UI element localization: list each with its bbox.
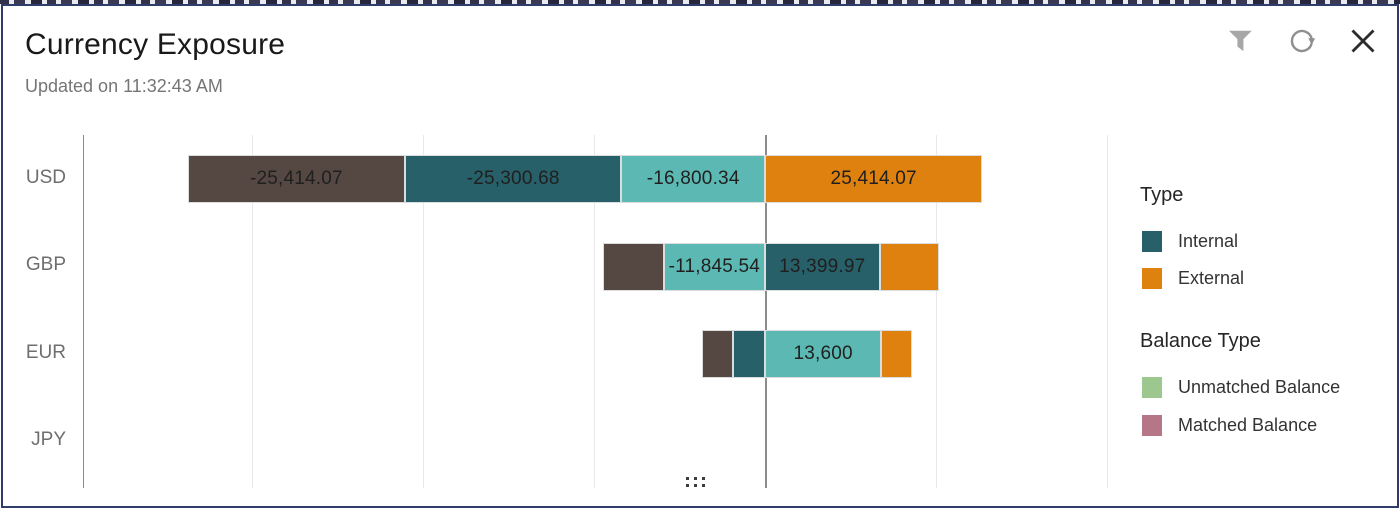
bar-segment-gbp-brown[interactable] <box>603 242 664 291</box>
close-icon <box>1349 29 1377 58</box>
bar-value-label: -11,845.54 <box>668 255 761 277</box>
legend-item-label: Internal <box>1178 231 1239 251</box>
bar-value-label: -25,414.07 <box>249 168 343 189</box>
unmatched-balance-swatch <box>1142 377 1162 398</box>
bar-segment-gbp-light_teal[interactable]: -11,845.54 <box>663 242 765 291</box>
bar-segment-eur-external_orange[interactable] <box>881 330 912 378</box>
legend-group-title-type: Type <box>1140 184 1184 206</box>
drag-handle-icon[interactable] <box>686 477 708 489</box>
bar-segment-usd-brown[interactable]: -25,414.07 <box>187 155 406 203</box>
legend-item-internal[interactable]: Internal <box>1142 231 1238 252</box>
bar-segment-eur-light_teal[interactable]: 13,600 <box>765 330 882 378</box>
bar-segment-usd-internal_teal[interactable]: -25,300.68 <box>405 155 622 203</box>
updated-timestamp: Updated on 11:32:43 AM <box>25 76 223 96</box>
bar-segment-gbp-external_orange[interactable] <box>879 242 940 291</box>
legend-item-label: Unmatched Balance <box>1178 377 1341 397</box>
internal-swatch <box>1142 231 1162 252</box>
legend-item-external[interactable]: External <box>1142 268 1244 289</box>
bar-value-label: -16,800.34 <box>646 168 740 189</box>
refresh-icon <box>1287 29 1317 59</box>
legend-item-unmatched-balance[interactable]: Unmatched Balance <box>1142 377 1340 398</box>
category-label-usd: USD <box>25 167 66 188</box>
filter-icon <box>1229 30 1253 58</box>
bar-value-label: 25,414.07 <box>830 168 917 189</box>
filter-button[interactable] <box>1229 28 1253 55</box>
matched-balance-swatch <box>1142 415 1162 436</box>
zero-baseline <box>765 135 767 488</box>
page-title: Currency Exposure <box>25 28 286 61</box>
bar-value-label: 13,600 <box>793 343 853 364</box>
category-label-eur: EUR <box>25 342 66 363</box>
y-axis-line <box>83 135 84 488</box>
gridline <box>936 135 937 488</box>
bar-segment-usd-light_teal[interactable]: -16,800.34 <box>621 155 765 203</box>
legend-item-label: Matched Balance <box>1178 415 1318 435</box>
bar-segment-eur-internal_teal[interactable] <box>733 330 765 378</box>
legend-group-title-balance-type: Balance Type <box>1140 330 1261 352</box>
gridline <box>423 135 424 488</box>
refresh-button[interactable] <box>1287 26 1317 56</box>
gridline <box>1107 135 1108 488</box>
bar-segment-gbp-internal_teal[interactable]: 13,399.97 <box>765 242 880 291</box>
legend-item-matched-balance[interactable]: Matched Balance <box>1142 415 1317 436</box>
gridline <box>252 135 253 488</box>
close-button[interactable] <box>1349 27 1377 55</box>
legend-item-label: External <box>1178 268 1245 288</box>
category-label-gbp: GBP <box>25 254 66 275</box>
bar-segment-eur-brown[interactable] <box>702 330 734 378</box>
background-window-fragment <box>0 0 1400 4</box>
bar-value-label: -25,300.68 <box>466 168 560 189</box>
category-label-jpy: JPY <box>31 429 66 450</box>
external-swatch <box>1142 268 1162 289</box>
gridline <box>594 135 595 488</box>
bar-segment-usd-external_orange[interactable]: 25,414.07 <box>765 155 983 203</box>
bar-value-label: 13,399.97 <box>779 255 866 277</box>
